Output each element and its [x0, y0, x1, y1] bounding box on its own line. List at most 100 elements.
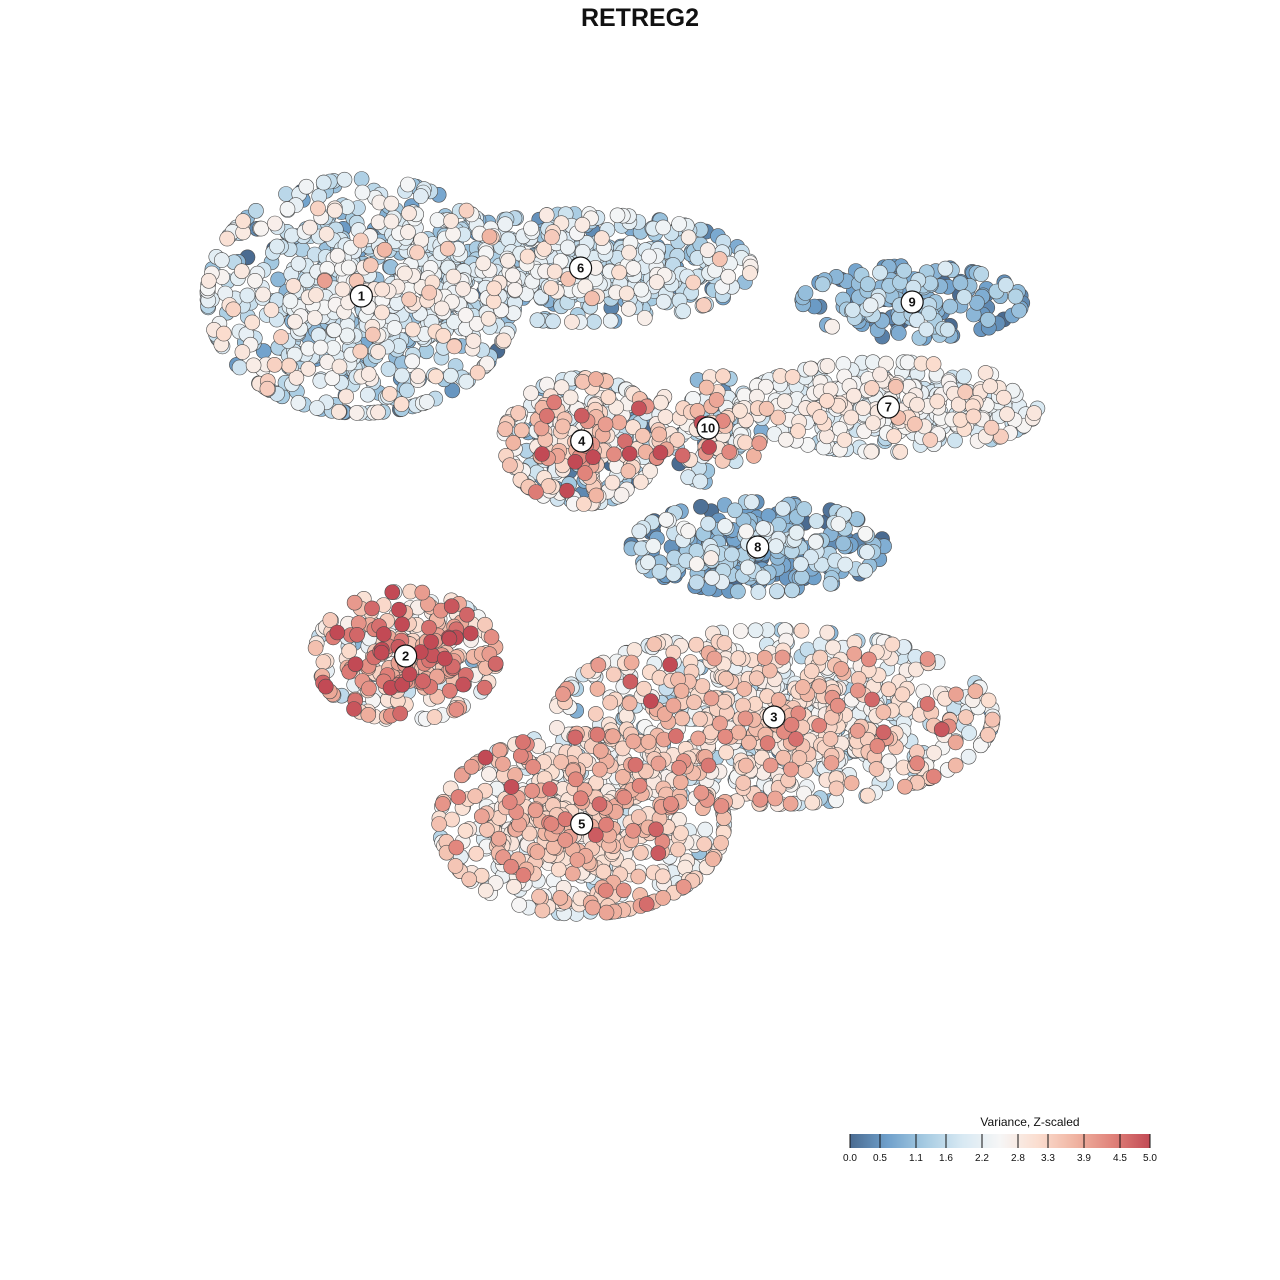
- cell-point: [597, 882, 614, 899]
- cell-point: [279, 201, 296, 217]
- cell-point: [376, 241, 393, 258]
- cell-point: [621, 695, 638, 712]
- cell-point: [362, 257, 379, 274]
- cell-point: [850, 682, 866, 699]
- cluster-label-7: 7: [876, 395, 901, 419]
- cell-point: [485, 293, 502, 310]
- cell-point: [480, 310, 497, 327]
- cell-point: [359, 386, 376, 403]
- cell-point: [529, 844, 546, 860]
- cell-point: [636, 310, 653, 326]
- cell-point: [899, 354, 916, 371]
- cell-points: [199, 171, 1046, 922]
- cell-point: [811, 717, 828, 734]
- colorbar-tick-label: 1.6: [939, 1153, 953, 1164]
- cell-point: [685, 274, 702, 291]
- cell-point: [698, 379, 715, 396]
- cell-point: [875, 704, 892, 720]
- cell-point: [477, 882, 494, 899]
- cell-point: [833, 661, 849, 677]
- cell-point: [544, 229, 560, 245]
- cell-point: [476, 679, 493, 696]
- cell-point: [590, 657, 607, 673]
- cell-point: [428, 368, 444, 385]
- cell-point: [481, 228, 498, 245]
- cell-point: [792, 556, 809, 573]
- cell-point: [348, 405, 365, 421]
- cell-point: [623, 654, 640, 671]
- cell-point: [658, 511, 675, 528]
- cell-point: [201, 272, 217, 289]
- colorbar-tick-label: 5.0: [1143, 1153, 1157, 1164]
- cell-point: [341, 643, 358, 659]
- cell-point: [290, 394, 307, 411]
- cell-point: [475, 255, 492, 272]
- cell-point: [542, 781, 558, 797]
- cell-point: [674, 710, 690, 727]
- cell-point: [995, 389, 1012, 406]
- cluster-label-text: 3: [770, 710, 777, 725]
- cluster-label-text: 1: [358, 289, 365, 304]
- cell-point: [409, 244, 425, 261]
- cell-point: [512, 747, 529, 764]
- cell-point: [331, 358, 348, 375]
- cell-point: [859, 787, 876, 804]
- cell-point: [767, 790, 784, 807]
- cell-point: [447, 858, 464, 874]
- cell-point: [727, 502, 743, 519]
- cell-point: [846, 646, 863, 662]
- cell-point: [640, 554, 656, 571]
- cell-point: [364, 600, 380, 617]
- cell-point: [392, 705, 409, 722]
- cell-point: [564, 314, 580, 330]
- cell-point: [534, 446, 550, 462]
- cell-point: [497, 421, 514, 438]
- cell-point: [671, 216, 687, 232]
- cell-point: [616, 789, 633, 806]
- cell-point: [225, 301, 242, 318]
- cell-point: [588, 371, 604, 387]
- cell-point: [510, 405, 527, 421]
- cell-point: [822, 731, 839, 747]
- cell-point: [718, 670, 734, 687]
- colorbar-title: Variance, Z-scaled: [980, 1115, 1080, 1129]
- cell-point: [730, 583, 746, 600]
- cell-point: [552, 889, 569, 906]
- cell-point: [473, 808, 490, 825]
- cell-point: [546, 263, 563, 280]
- cell-point: [857, 525, 874, 542]
- cell-point: [859, 544, 875, 560]
- cell-point: [922, 432, 939, 448]
- cell-point: [491, 742, 508, 759]
- cell-point: [803, 663, 820, 679]
- cell-point: [784, 369, 801, 385]
- cell-point: [600, 389, 617, 406]
- cell-point: [752, 791, 769, 808]
- cell-point: [253, 220, 269, 237]
- cell-point: [370, 404, 386, 421]
- cell-point: [448, 701, 465, 718]
- cell-point: [384, 584, 401, 601]
- cell-point: [567, 729, 584, 746]
- cell-point: [955, 368, 972, 385]
- cell-point: [269, 238, 285, 255]
- cell-point: [819, 624, 836, 641]
- cell-point: [892, 443, 909, 460]
- cell-point: [287, 313, 303, 330]
- cell-point: [353, 171, 370, 187]
- cell-point: [340, 259, 357, 276]
- cell-point: [688, 556, 705, 572]
- cell-point: [401, 291, 418, 308]
- cell-point: [804, 794, 821, 811]
- cell-point: [818, 428, 835, 445]
- cell-point: [737, 434, 753, 451]
- cell-point: [782, 795, 799, 812]
- cell-point: [797, 285, 814, 301]
- cell-point: [519, 248, 536, 265]
- cell-point: [380, 361, 397, 377]
- cell-point: [216, 325, 232, 342]
- cell-point: [645, 538, 662, 554]
- cell-point: [443, 598, 460, 615]
- cell-point: [513, 422, 530, 439]
- cell-point: [909, 396, 925, 413]
